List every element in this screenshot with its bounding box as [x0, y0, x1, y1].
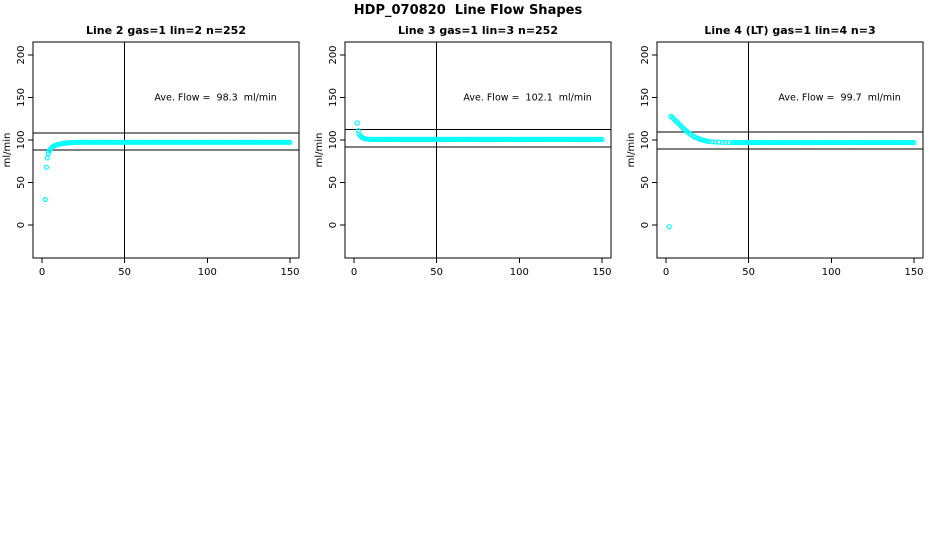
y-axis-tick-label: 50 — [16, 176, 27, 189]
data-point — [716, 139, 722, 145]
data-points — [42, 139, 293, 203]
x-axis-tick-label: 150 — [904, 267, 923, 278]
y-axis-tick-label: 0 — [16, 222, 27, 228]
y-axis-label: ml/min — [314, 133, 325, 168]
plot-box — [32, 41, 300, 259]
y-axis-tick-label: 150 — [16, 88, 27, 107]
x-axis-tick-label: 100 — [510, 267, 529, 278]
x-axis-tick-label: 100 — [198, 267, 217, 278]
x-axis-tick-label: 0 — [39, 267, 45, 278]
y-axis-tick-label: 200 — [328, 45, 339, 64]
y-axis-label: ml/min — [2, 133, 13, 168]
y-axis-tick-label: 200 — [640, 45, 651, 64]
data-point — [42, 196, 48, 203]
data-point — [354, 120, 360, 126]
y-axis-tick-label: 0 — [328, 222, 339, 228]
x-axis-tick-label: 0 — [351, 267, 357, 278]
data-point — [726, 139, 732, 146]
x-axis-tick-label: 50 — [742, 267, 755, 278]
y-axis-tick-label: 100 — [16, 130, 27, 149]
x-axis-tick-label: 150 — [280, 267, 299, 278]
data-points — [354, 120, 605, 143]
x-axis-tick-label: 0 — [663, 267, 669, 278]
chart-panel-line4: Line 4 (LT) gas=1 lin=4 n=3 0 50 100 150 200 m… — [626, 24, 924, 278]
data-point — [722, 139, 729, 146]
data-point — [712, 139, 719, 145]
x-axis-tick-label: 50 — [430, 267, 443, 278]
y-axis-tick-label: 100 — [328, 130, 339, 149]
panel-title: Line 4 (LT) gas=1 lin=4 n=3 — [704, 24, 875, 37]
data-point — [43, 164, 50, 170]
data-point — [719, 139, 725, 145]
page-title: HDP_070820 Line Flow Shapes — [353, 3, 583, 18]
y-axis-tick-label: 200 — [16, 45, 27, 64]
panel-title: Line 2 gas=1 lin=2 n=252 — [86, 24, 246, 37]
data-point — [666, 224, 672, 230]
data-point — [911, 139, 917, 146]
y-axis-tick-label: 150 — [328, 88, 339, 107]
ave-flow-annotation: Ave. Flow = 99.7 ml/min — [778, 93, 900, 104]
data-points — [666, 113, 917, 230]
chart-panel-line2: Line 2 gas=1 lin=2 n=252 0 50 100 150 200 ml/m… — [2, 24, 300, 278]
y-axis-label: ml/min — [626, 133, 637, 168]
y-axis-tick-label: 50 — [328, 176, 339, 189]
x-axis-tick-label: 150 — [592, 267, 611, 278]
data-point — [45, 151, 51, 157]
panel-title: Line 3 gas=1 lin=3 n=252 — [398, 24, 558, 37]
plot-box — [344, 41, 612, 259]
x-axis-tick-label: 50 — [118, 267, 131, 278]
data-point — [706, 138, 712, 145]
plot-box — [656, 41, 924, 259]
data-point — [709, 139, 715, 145]
data-point — [599, 136, 605, 143]
y-axis-tick-label: 150 — [640, 88, 651, 107]
chart-panel-line3: Line 3 gas=1 lin=3 n=252 0 50 100 150 200 ml/m… — [314, 24, 612, 278]
charts-row: Line 2 gas=1 lin=2 n=252 0 50 100 150 200 ml/m… — [2, 24, 924, 278]
data-point — [287, 139, 293, 145]
y-axis-tick-label: 100 — [640, 130, 651, 149]
data-point — [44, 155, 50, 161]
ave-flow-annotation: Ave. Flow = 102.1 ml/min — [463, 93, 591, 104]
x-axis-tick-label: 100 — [822, 267, 841, 278]
y-axis-tick-label: 0 — [640, 222, 651, 228]
y-axis-tick-label: 50 — [640, 176, 651, 189]
ave-flow-annotation: Ave. Flow = 98.3 ml/min — [154, 93, 276, 104]
